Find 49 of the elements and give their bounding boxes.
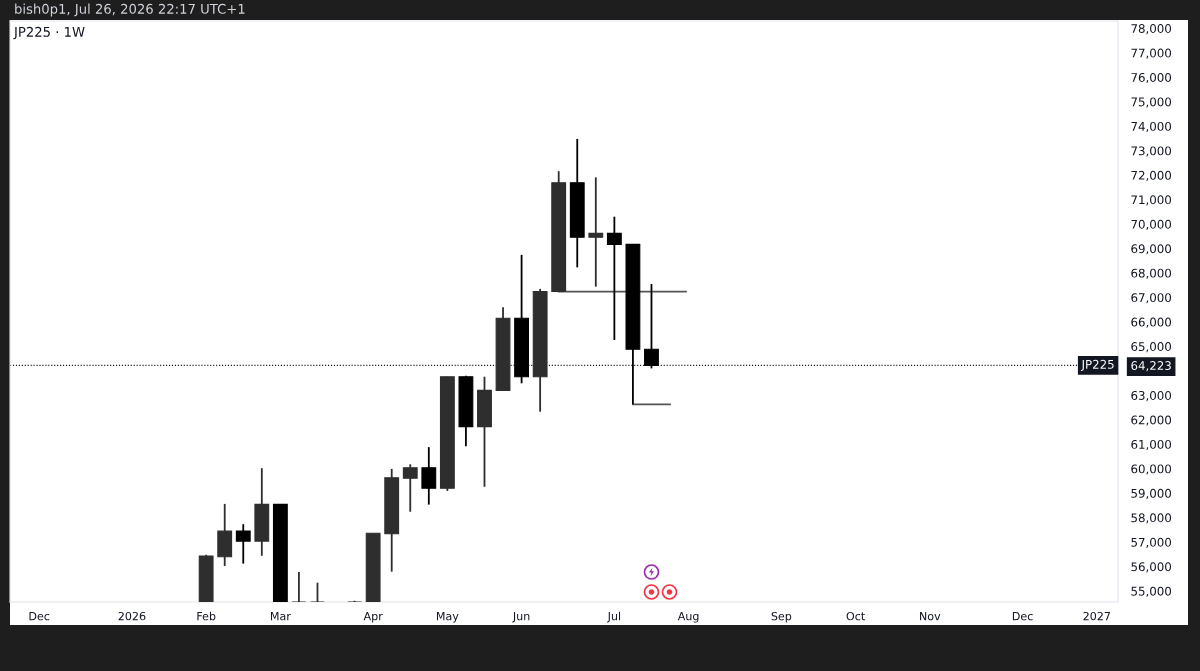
candlestick [402,463,418,513]
x-tick-label: Feb [197,611,216,621]
y-tick-label: 73,000 [1131,146,1172,157]
y-tick-label: 74,000 [1131,121,1172,133]
candlestick [235,523,251,565]
y-tick-label: 56,000 [1131,562,1172,573]
x-tick-label: Nov [920,612,941,621]
x-tick-label: Sep [771,611,792,623]
candlestick [421,446,437,506]
y-tick-label: 62,000 [1131,415,1172,426]
y-tick-label: 78,000 [1131,24,1172,35]
x-tick-label: 2027 [1083,611,1110,621]
y-tick-label: 60,000 [1131,464,1172,475]
y-tick-label: 67,000 [1131,293,1172,304]
candlestick [588,176,604,288]
x-tick-label: May [436,612,459,623]
y-tick-label: 77,000 [1131,48,1172,59]
y-tick-label: 64,223 [1131,361,1171,372]
candlestick [291,571,307,602]
y-tick-label: 68,000 [1131,268,1172,279]
y-tick-label: 57,000 [1131,537,1172,548]
y-tick-label: 65,000 [1131,342,1172,353]
y-tick-label: 58,000 [1131,513,1172,524]
x-tick-label: Aug [677,612,699,623]
x-tick-label: 2026 [118,611,146,621]
x-tick-label: Dec [1012,612,1033,621]
y-tick-label: 70,000 [1131,219,1172,230]
y-tick-label: 71,000 [1131,195,1172,206]
x-tick-label: Oct [846,611,865,621]
y-tick-label: 72,000 [1131,170,1172,181]
y-tick-label: 66,000 [1131,317,1172,328]
y-tick-label: 61,000 [1131,439,1172,451]
chart-title: bish0p1, Jul 26, 2026 22:17 UTC+1 [15,3,245,17]
y-tick-label: 69,000 [1131,244,1172,255]
y-tick-label: 75,000 [1131,97,1172,108]
y-tick-label: 59,000 [1131,488,1172,499]
y-tick-label: 76,000 [1131,72,1172,84]
x-tick-label: Apr [363,612,383,623]
x-tick-label: Jul [607,611,621,623]
x-tick-label: Dec [29,612,50,621]
ref-line-label: JP225 [1080,359,1114,371]
chart-subtitle: JP225 · 1W [13,26,85,40]
candlestick [606,215,622,341]
candlestick [310,581,325,602]
candlestick [644,283,659,370]
y-tick-label: 55,000 [1131,586,1172,597]
y-tick-label: 63,000 [1131,391,1172,402]
x-tick-label: Jun [512,612,530,623]
x-tick-label: Mar [270,612,291,621]
